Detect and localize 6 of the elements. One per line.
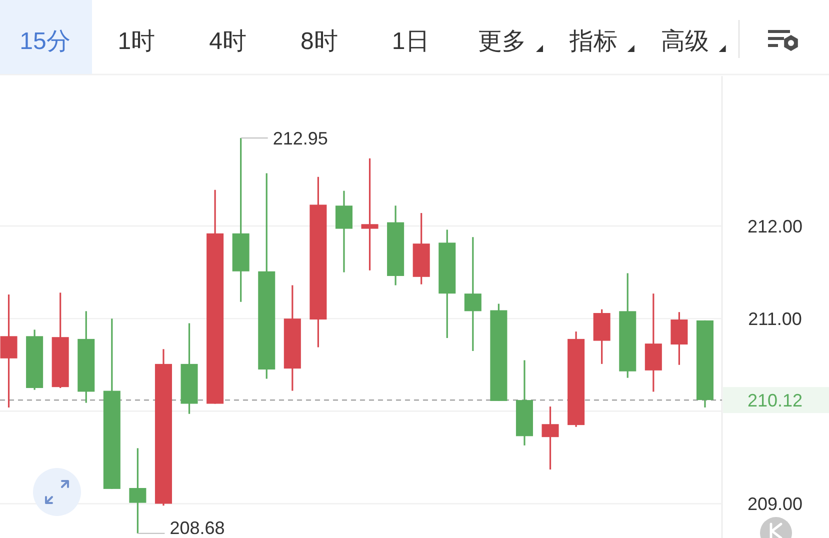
y-tick-label: 211.00 xyxy=(748,309,802,330)
annotation: 208.68 xyxy=(170,518,225,538)
y-tick-label: 209.00 xyxy=(747,494,803,514)
ref-line-label: 210.12 xyxy=(747,390,803,411)
y-tick-label: 212.00 xyxy=(747,216,803,236)
annotation: 212.95 xyxy=(272,128,328,149)
